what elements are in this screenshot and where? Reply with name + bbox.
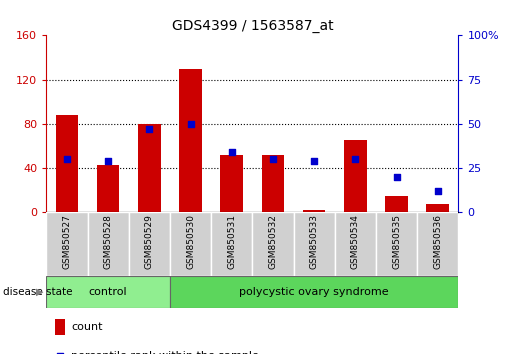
Text: GSM850527: GSM850527 [62,214,72,269]
Bar [129,212,170,276]
Bar [211,212,252,276]
Bar [46,212,88,276]
Text: count: count [71,322,102,332]
Title: GDS4399 / 1563587_at: GDS4399 / 1563587_at [171,19,333,33]
Bar [252,212,294,276]
Bar [303,210,325,212]
Bar [417,212,458,276]
Text: GSM850535: GSM850535 [392,214,401,269]
Bar [426,204,449,212]
Text: polycystic ovary syndrome: polycystic ovary syndrome [239,287,389,297]
Bar [55,319,65,335]
Bar [170,212,211,276]
Text: disease state: disease state [3,287,72,297]
Text: GSM850531: GSM850531 [227,214,236,269]
Bar [46,276,170,308]
Text: GSM850529: GSM850529 [145,214,154,269]
Point [392,174,401,180]
Bar [335,212,376,276]
Text: GSM850528: GSM850528 [104,214,113,269]
Bar [294,212,335,276]
Point [145,126,153,132]
Bar [385,196,408,212]
Bar [97,165,119,212]
Bar [170,276,458,308]
Text: GSM850536: GSM850536 [433,214,442,269]
Point [104,158,112,164]
Text: GSM850530: GSM850530 [186,214,195,269]
Point [56,353,64,354]
Bar [56,115,78,212]
Bar [376,212,417,276]
Text: ▶: ▶ [36,287,44,297]
Point [228,149,236,155]
Point [351,156,359,162]
Text: GSM850533: GSM850533 [310,214,319,269]
Text: GSM850534: GSM850534 [351,214,360,269]
Point [269,156,277,162]
Text: percentile rank within the sample: percentile rank within the sample [71,351,259,354]
Bar [220,155,243,212]
Bar [262,155,284,212]
Bar [179,69,202,212]
Bar [138,124,161,212]
Text: control: control [89,287,128,297]
Point [186,121,195,127]
Point [310,158,318,164]
Point [63,156,71,162]
Bar [344,141,367,212]
Text: GSM850532: GSM850532 [268,214,278,269]
Point [434,188,442,194]
Bar [88,212,129,276]
